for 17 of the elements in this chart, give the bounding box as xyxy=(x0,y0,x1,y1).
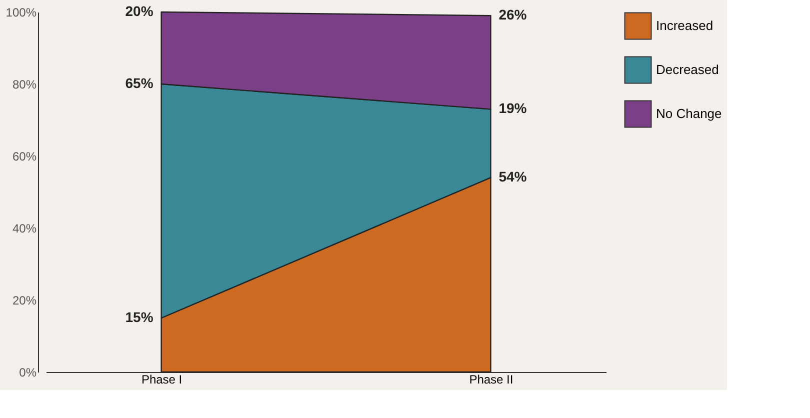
data-label: 15% xyxy=(125,309,154,325)
x-tick-label: Phase I xyxy=(141,372,182,386)
legend-label: Increased xyxy=(656,18,714,33)
legend-label: Decreased xyxy=(656,62,719,77)
y-tick-label: 100% xyxy=(6,6,37,20)
data-label: 20% xyxy=(125,3,154,19)
y-tick-label: 0% xyxy=(19,366,37,380)
data-label: 19% xyxy=(498,100,528,116)
y-tick-label: 80% xyxy=(12,78,37,92)
legend-label: No Change xyxy=(656,106,722,121)
data-label: 26% xyxy=(498,6,528,23)
y-tick-label: 20% xyxy=(12,294,37,308)
y-tick-label: 40% xyxy=(12,222,37,236)
y-tick-label: 60% xyxy=(12,150,37,164)
data-label: 54% xyxy=(498,168,528,185)
x-tick-label: Phase II xyxy=(469,372,514,386)
data-label: 65% xyxy=(125,75,154,91)
